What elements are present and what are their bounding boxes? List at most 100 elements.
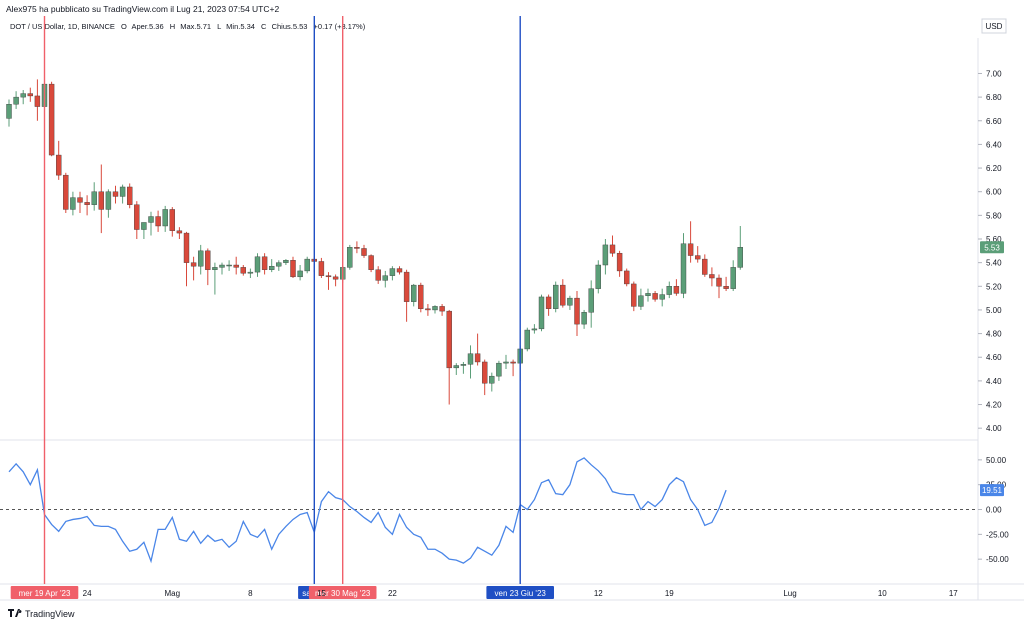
candle-body (13, 96, 19, 105)
last-indicator-label: 19.51 (982, 486, 1003, 495)
price-tick-label: 5.80 (986, 211, 1002, 220)
indicator-tick-label: -50.00 (986, 555, 1009, 564)
candle (112, 185, 119, 204)
date-marker-label: mer 19 Apr '23 (19, 589, 71, 598)
candle (396, 266, 403, 275)
candle (553, 281, 559, 313)
date-marker-badge (10, 586, 79, 599)
candle-body (48, 83, 55, 156)
price-tick-label: 4.00 (986, 424, 1002, 433)
candle (631, 281, 637, 312)
candle (6, 99, 12, 127)
price-tick-label: 5.20 (986, 282, 1002, 291)
candle-body (602, 244, 609, 266)
candle-body (439, 306, 445, 312)
candle (290, 256, 296, 279)
price-tick-label: 4.20 (986, 401, 1002, 410)
candle (283, 259, 289, 266)
last-indicator-badge (980, 484, 1004, 497)
candle (183, 231, 190, 287)
candle-body (489, 375, 495, 384)
candle-body (425, 308, 431, 311)
candle-body (176, 230, 183, 234)
candle (347, 244, 353, 270)
candle (524, 327, 530, 352)
candle-body (446, 310, 452, 369)
candle-body (432, 306, 438, 311)
candle-body (368, 255, 374, 270)
candle-body (226, 264, 232, 267)
candle (680, 233, 687, 299)
vertical-marker[interactable]: mar 30 Mag '23 (308, 16, 377, 599)
candle-body (652, 293, 658, 300)
candle-body (609, 244, 616, 254)
candle (403, 269, 410, 322)
change-value: +0.17 (+3.17%) (314, 22, 366, 31)
candle-body (503, 361, 509, 364)
candle-body (63, 174, 69, 210)
candle (20, 90, 26, 105)
candle-body (325, 275, 332, 278)
candle-body (276, 262, 282, 267)
vertical-marker[interactable]: ven 23 Giu '23 (486, 16, 554, 599)
candle-body (695, 255, 701, 260)
vertical-markers: mer 19 Apr '23 sab 27mar 30 Mag '23 ven 23… (10, 16, 554, 599)
candle (361, 244, 367, 258)
candle (269, 259, 275, 273)
candle (98, 164, 105, 234)
candle (567, 295, 573, 310)
open-label: O (121, 22, 127, 31)
tradingview-logo (8, 609, 22, 617)
time-tick-label: Mag (165, 589, 181, 598)
price-axis[interactable]: 7.00 6.80 6.60 6.40 6.20 6.00 5.80 5.60 5.40 5.20… (978, 69, 1004, 433)
candle (659, 288, 665, 307)
candle (460, 361, 467, 374)
candle-body (616, 252, 623, 272)
symbol-name: DOT / US Dollar, 1D, BINANCE (10, 22, 115, 31)
candle (453, 363, 459, 375)
candle (126, 183, 133, 209)
high-value: Max.5.71 (180, 22, 211, 31)
candle (545, 294, 552, 316)
candle (730, 260, 736, 292)
high-label: H (170, 22, 175, 31)
candle-body (269, 265, 275, 270)
candle-body (240, 267, 247, 274)
candle (467, 345, 474, 379)
candle-body (20, 93, 26, 98)
candle-body (453, 365, 459, 369)
candle (496, 360, 502, 381)
time-axis[interactable]: 24 Mag 8 15 22 12 19 Lug 10 17 (83, 589, 959, 598)
currency-box[interactable] (981, 18, 1007, 34)
vertical-marker[interactable]: mer 19 Apr '23 (10, 16, 79, 599)
candle (560, 279, 566, 308)
candle-body (382, 275, 388, 281)
candle-body (290, 260, 296, 278)
candle (169, 207, 176, 237)
candle-body (77, 197, 83, 203)
last-price-badge (980, 241, 1004, 254)
candle-body (581, 312, 587, 325)
candle-body (545, 296, 552, 309)
candle-body (219, 264, 225, 268)
candle (176, 227, 183, 239)
candle-body (467, 353, 474, 365)
candle-body (595, 264, 601, 289)
vertical-marker[interactable]: sab 27 (298, 16, 331, 599)
time-tick-label: 19 (665, 589, 674, 598)
candle (375, 266, 381, 284)
candle (474, 333, 481, 366)
time-tick-label: 8 (248, 589, 253, 598)
candle (325, 272, 332, 290)
candle (233, 256, 239, 275)
currency-label: USD (986, 22, 1003, 31)
candle-body (396, 268, 403, 273)
candle (609, 235, 616, 257)
candle (148, 211, 154, 236)
time-tick-label: 10 (878, 589, 887, 598)
candle (638, 288, 644, 310)
time-tick-label: 24 (83, 589, 92, 598)
indicator-tick-label: 0.00 (986, 506, 1002, 515)
